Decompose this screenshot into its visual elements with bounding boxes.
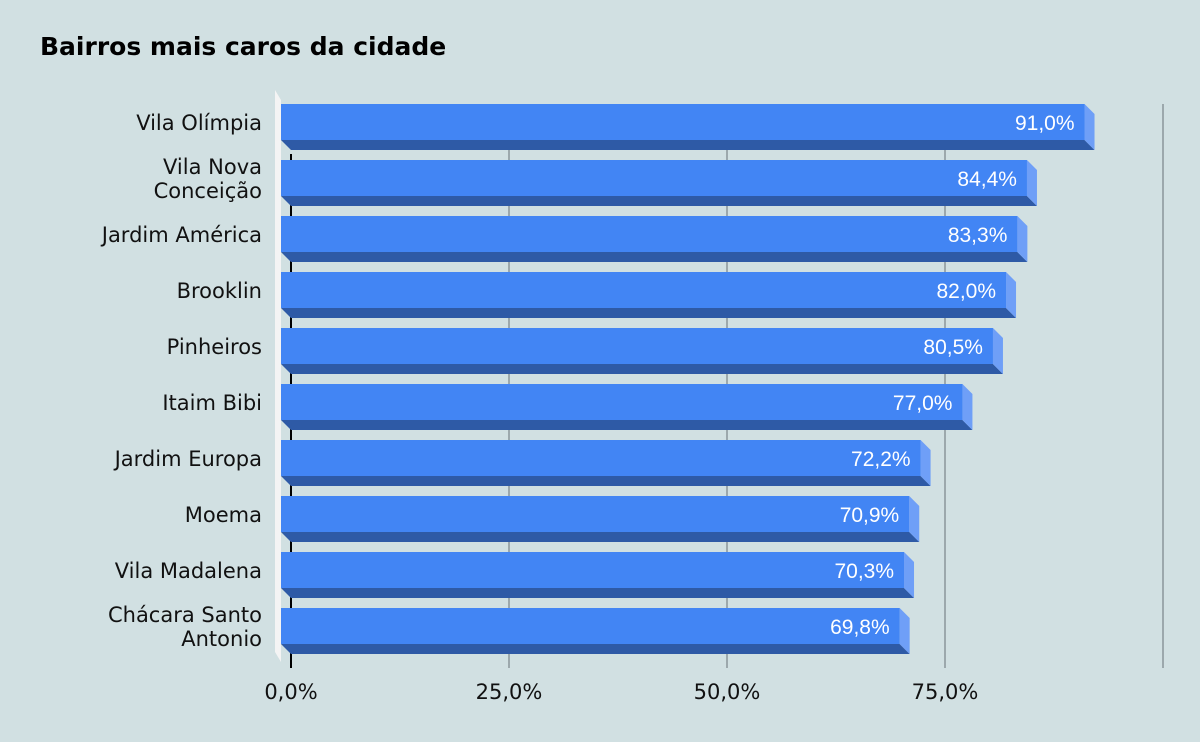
bar-side-face	[1006, 272, 1017, 318]
plot-floor	[275, 90, 281, 662]
bar-bottom-face	[281, 252, 1028, 262]
value-label: 91,0%	[1015, 112, 1075, 135]
bar-front-face	[281, 384, 963, 420]
bar-side-face	[909, 496, 920, 542]
value-label: 70,9%	[840, 504, 900, 527]
bar-front-face	[281, 104, 1085, 140]
bar-bottom-face	[281, 308, 1017, 318]
category-label: Pinheiros	[167, 335, 262, 359]
x-tick-label: 75,0%	[912, 680, 979, 704]
value-label: 70,3%	[834, 560, 894, 583]
bar-side-face	[920, 440, 931, 486]
bar-side-face	[962, 384, 973, 430]
category-label: Jardim América	[100, 223, 262, 247]
category-label: Itaim Bibi	[162, 391, 262, 415]
bar-front-face	[281, 608, 900, 644]
bar-bottom-face	[281, 420, 973, 430]
bar	[281, 216, 1028, 262]
value-label: 80,5%	[923, 336, 983, 359]
x-tick-label: 50,0%	[694, 680, 761, 704]
bar-side-face	[899, 608, 910, 654]
bar-bottom-face	[281, 644, 910, 654]
bar-bottom-face	[281, 588, 915, 598]
bar-bottom-face	[281, 364, 1003, 374]
category-label: Antonio	[181, 627, 262, 651]
bar-bottom-face	[281, 196, 1037, 206]
bar-side-face	[1084, 104, 1095, 150]
bar-front-face	[281, 552, 905, 588]
value-label: 72,2%	[851, 448, 911, 471]
bar-front-face	[281, 328, 993, 364]
value-label: 82,0%	[936, 280, 996, 303]
bar	[281, 440, 931, 486]
bar	[281, 328, 1003, 374]
category-label: Conceição	[154, 179, 262, 203]
category-label: Brooklin	[177, 279, 262, 303]
bar-front-face	[281, 216, 1018, 252]
bar	[281, 104, 1095, 150]
category-label: Vila Nova	[163, 155, 262, 179]
bar-layer	[281, 104, 1095, 654]
bar-bottom-face	[281, 140, 1095, 150]
bar	[281, 552, 915, 598]
bar-side-face	[1026, 160, 1037, 206]
category-label: Vila Olímpia	[136, 111, 262, 135]
chart-title: Bairros mais caros da cidade	[40, 32, 447, 61]
bar-front-face	[281, 440, 921, 476]
category-label: Vila Madalena	[115, 559, 262, 583]
bar-bottom-face	[281, 532, 920, 542]
bar-side-face	[1017, 216, 1028, 262]
category-label: Moema	[185, 503, 262, 527]
x-tick-label: 0,0%	[264, 680, 317, 704]
bar-side-face	[992, 328, 1003, 374]
bar-front-face	[281, 496, 910, 532]
value-label: 83,3%	[948, 224, 1008, 247]
value-label: 77,0%	[893, 392, 953, 415]
bar	[281, 272, 1017, 318]
bar-front-face	[281, 160, 1027, 196]
category-label: Jardim Europa	[113, 447, 262, 471]
bar	[281, 160, 1037, 206]
bar-bottom-face	[281, 476, 931, 486]
x-tick-label: 25,0%	[476, 680, 543, 704]
value-label: 69,8%	[830, 616, 890, 639]
bar	[281, 384, 973, 430]
label-layer: 0,0% 25,0% 50,0% 75,0% 91,0% Vila Olímpia 84,4…	[100, 111, 1075, 704]
bar	[281, 608, 910, 654]
value-label: 84,4%	[957, 168, 1017, 191]
bar	[281, 496, 920, 542]
bar-front-face	[281, 272, 1007, 308]
category-label: Chácara Santo	[108, 603, 262, 627]
bar-side-face	[904, 552, 915, 598]
